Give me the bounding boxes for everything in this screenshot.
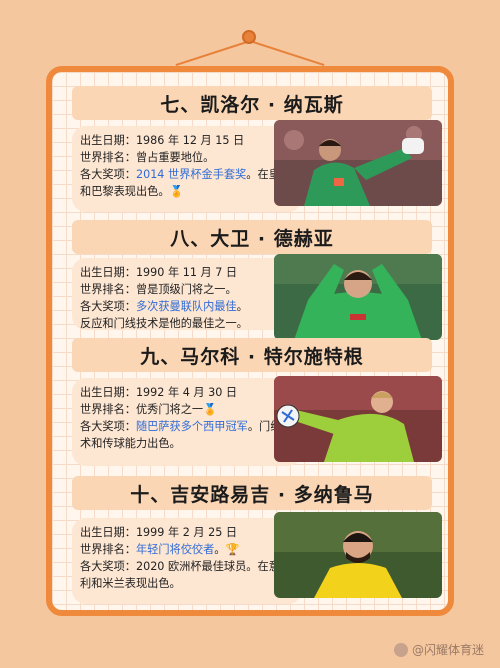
awards: 各大奖项：2020 欧洲杯最佳球员。在意大利和米兰表现出色。 xyxy=(80,560,292,590)
rank-highlight: 年轻门将佼佼者 xyxy=(135,543,215,556)
birth-date: 出生日期：1992 年 4 月 30 日 xyxy=(80,386,238,399)
world-rank: 世界排名：年轻门将佼佼者。🏆 xyxy=(80,543,240,556)
awards: 各大奖项：多次获曼联队内最佳。 xyxy=(80,300,248,313)
player-title-9: 九、马尔科 · 特尔施特根 xyxy=(72,338,432,372)
player-title-7: 七、凯洛尔 · 纳瓦斯 xyxy=(72,86,432,120)
player-info-9: 出生日期：1992 年 4 月 30 日 世界排名：优秀门将之一🏅 各大奖项：随… xyxy=(72,378,302,466)
world-rank: 世界排名：曾是顶级门将之一。 xyxy=(80,283,237,296)
awards-highlight: 多次获曼联队内最佳 xyxy=(135,300,237,313)
grid-board: 七、凯洛尔 · 纳瓦斯 出生日期：1986 年 12 月 15 日 世界排名：曾… xyxy=(46,66,454,616)
player-photo-9 xyxy=(274,376,442,462)
hanging-string-right xyxy=(249,40,325,67)
extra-note: 反应和门线技术是他的最佳之一。 xyxy=(80,317,248,330)
birth-date: 出生日期：1990 年 11 月 7 日 xyxy=(80,266,238,279)
awards: 各大奖项：随巴萨获多个西甲冠军。门线技术和传球能力出色。 xyxy=(80,420,293,450)
player-photo-7 xyxy=(274,120,442,206)
player-info-7: 出生日期：1986 年 12 月 15 日 世界排名：曾占重要地位。 各大奖项：… xyxy=(72,126,302,212)
player-info-8: 出生日期：1990 年 11 月 7 日 世界排名：曾是顶级门将之一。 各大奖项… xyxy=(72,258,302,330)
world-rank: 世界排名：曾占重要地位。 xyxy=(80,151,215,164)
awards: 各大奖项：2014 世界杯金手套奖。在皇马和巴黎表现出色。🏅 xyxy=(80,168,292,198)
player-title-10: 十、吉安路易吉 · 多纳鲁马 xyxy=(72,476,432,510)
player-info-10: 出生日期：1999 年 2 月 25 日 世界排名：年轻门将佼佼者。🏆 各大奖项… xyxy=(72,518,302,604)
medal-icon: 🏅 xyxy=(169,185,184,198)
player-photo-8 xyxy=(274,254,442,340)
player-title-8: 八、大卫 · 德赫亚 xyxy=(72,220,432,254)
birth-date: 出生日期：1986 年 12 月 15 日 xyxy=(80,134,245,147)
medal-icon: 🏅 xyxy=(203,403,218,416)
birth-date: 出生日期：1999 年 2 月 25 日 xyxy=(80,526,238,539)
player-photo-10 xyxy=(274,512,442,598)
awards-highlight: 随巴萨获多个西甲冠军 xyxy=(135,420,248,433)
trophy-icon: 🏆 xyxy=(225,543,240,556)
profile-icon xyxy=(393,642,408,657)
awards-highlight: 2014 世界杯金手套奖 xyxy=(135,168,247,181)
world-rank: 世界排名：优秀门将之一🏅 xyxy=(80,403,218,416)
hanging-string-left xyxy=(175,40,251,67)
watermark: @闪耀体育迷 xyxy=(393,641,484,658)
nail-icon xyxy=(242,30,256,44)
